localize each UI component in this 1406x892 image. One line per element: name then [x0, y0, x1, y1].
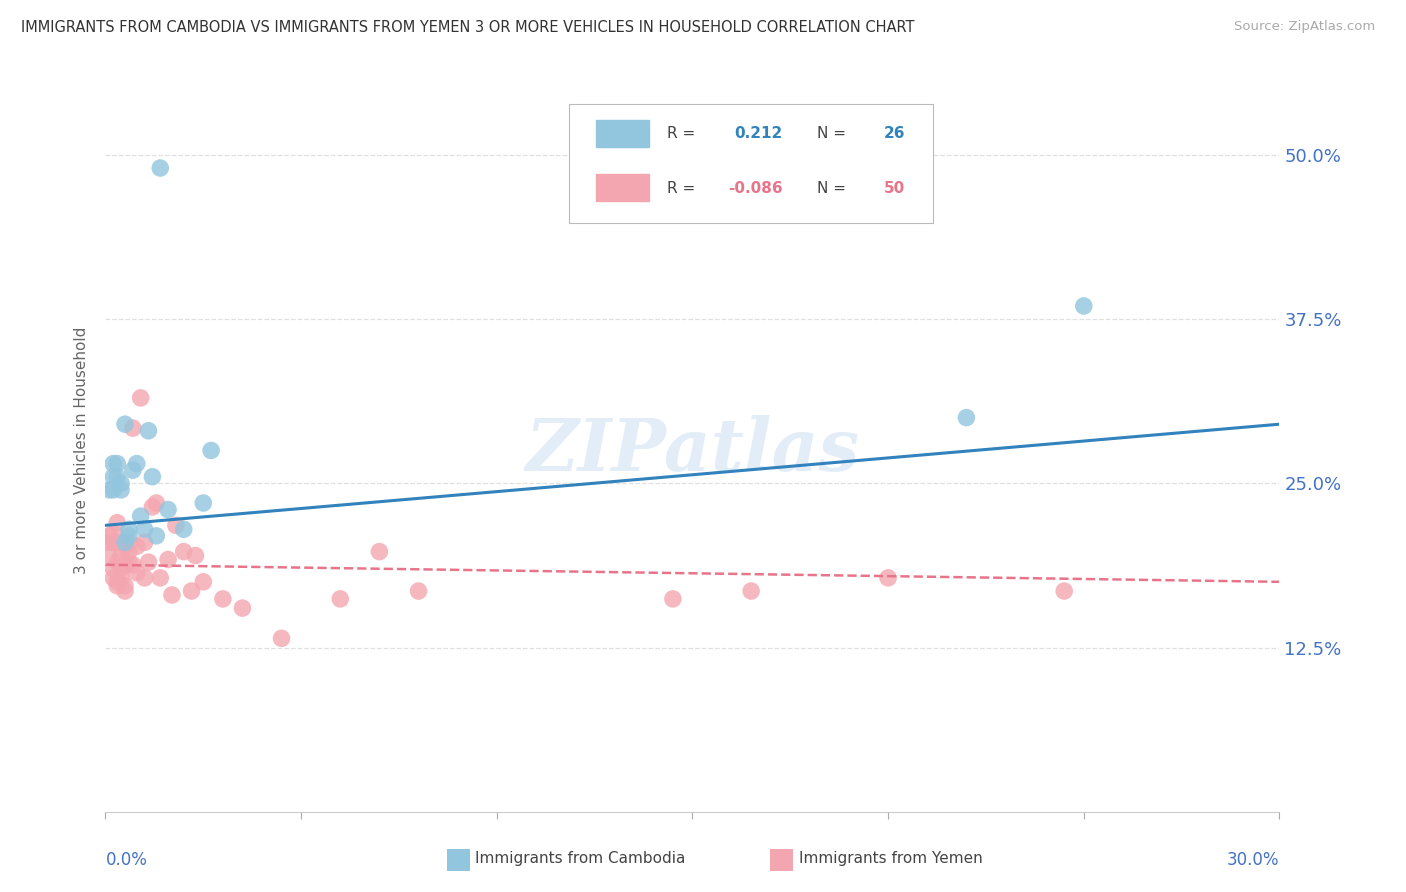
Point — [118, 535, 141, 549]
Point — [118, 555, 141, 569]
Y-axis label: 3 or more Vehicles in Household: 3 or more Vehicles in Household — [75, 326, 90, 574]
Point — [110, 476, 132, 491]
Point — [270, 632, 292, 646]
Point — [118, 529, 141, 543]
Text: IMMIGRANTS FROM CAMBODIA VS IMMIGRANTS FROM YEMEN 3 OR MORE VEHICLES IN HOUSEHOL: IMMIGRANTS FROM CAMBODIA VS IMMIGRANTS F… — [21, 20, 914, 35]
Point — [105, 469, 128, 483]
Point — [103, 535, 125, 549]
Text: 50: 50 — [884, 181, 905, 195]
Point — [98, 549, 121, 563]
Point — [129, 391, 152, 405]
Point — [138, 555, 160, 569]
Point — [105, 574, 128, 589]
Point — [329, 591, 352, 606]
Point — [877, 571, 900, 585]
Point — [368, 544, 391, 558]
Point — [740, 584, 762, 599]
Point — [110, 549, 132, 563]
Point — [121, 463, 143, 477]
Point — [141, 469, 163, 483]
Point — [173, 522, 195, 536]
Point — [114, 558, 136, 572]
Point — [118, 544, 141, 558]
Point — [121, 421, 143, 435]
Point — [149, 571, 172, 585]
Point — [157, 502, 180, 516]
Point — [103, 526, 125, 541]
Point — [138, 424, 160, 438]
Bar — [596, 174, 650, 202]
Point — [145, 529, 167, 543]
Point — [125, 566, 148, 580]
Point — [149, 161, 172, 175]
Text: -0.086: -0.086 — [728, 181, 782, 195]
Point — [134, 535, 156, 549]
Point — [98, 529, 121, 543]
Point — [157, 552, 180, 566]
Point — [103, 483, 125, 497]
Point — [211, 591, 233, 606]
Point — [98, 535, 121, 549]
Point — [955, 410, 977, 425]
Point — [125, 457, 148, 471]
Point — [160, 588, 183, 602]
Point — [662, 591, 685, 606]
Point — [231, 601, 253, 615]
Point — [105, 535, 128, 549]
Point — [114, 540, 136, 554]
Point — [105, 516, 128, 530]
Point — [105, 579, 128, 593]
Point — [1073, 299, 1095, 313]
Text: Source: ZipAtlas.com: Source: ZipAtlas.com — [1234, 20, 1375, 33]
Point — [110, 483, 132, 497]
Point — [193, 496, 215, 510]
Point — [173, 544, 195, 558]
Text: 0.0%: 0.0% — [105, 852, 148, 870]
Point — [180, 584, 202, 599]
Text: 0.212: 0.212 — [735, 127, 783, 142]
Point — [98, 483, 121, 497]
Text: 26: 26 — [884, 127, 905, 142]
Text: Immigrants from Cambodia: Immigrants from Cambodia — [475, 851, 686, 865]
Point — [141, 500, 163, 514]
Point — [114, 584, 136, 599]
Text: R =: R = — [666, 181, 695, 195]
Point — [110, 571, 132, 585]
Text: R =: R = — [666, 127, 695, 142]
Point — [114, 579, 136, 593]
Point — [103, 571, 125, 585]
Text: N =: N = — [817, 181, 846, 195]
Point — [103, 562, 125, 576]
Point — [114, 535, 136, 549]
Point — [184, 549, 207, 563]
Text: 30.0%: 30.0% — [1227, 852, 1279, 870]
Point — [103, 469, 125, 483]
Point — [1053, 584, 1076, 599]
Point — [105, 457, 128, 471]
Point — [200, 443, 222, 458]
Bar — [596, 120, 650, 147]
FancyBboxPatch shape — [569, 103, 934, 223]
Point — [134, 522, 156, 536]
Text: Immigrants from Yemen: Immigrants from Yemen — [799, 851, 983, 865]
Text: N =: N = — [817, 127, 846, 142]
Point — [408, 584, 430, 599]
Text: ZIPatlas: ZIPatlas — [526, 415, 859, 486]
Point — [114, 417, 136, 432]
Point — [118, 522, 141, 536]
Point — [103, 457, 125, 471]
Point — [110, 562, 132, 576]
Point — [193, 574, 215, 589]
Point — [125, 540, 148, 554]
Point — [165, 518, 187, 533]
Point — [129, 509, 152, 524]
Point — [121, 558, 143, 572]
Point — [134, 571, 156, 585]
Point — [105, 555, 128, 569]
Point — [145, 496, 167, 510]
